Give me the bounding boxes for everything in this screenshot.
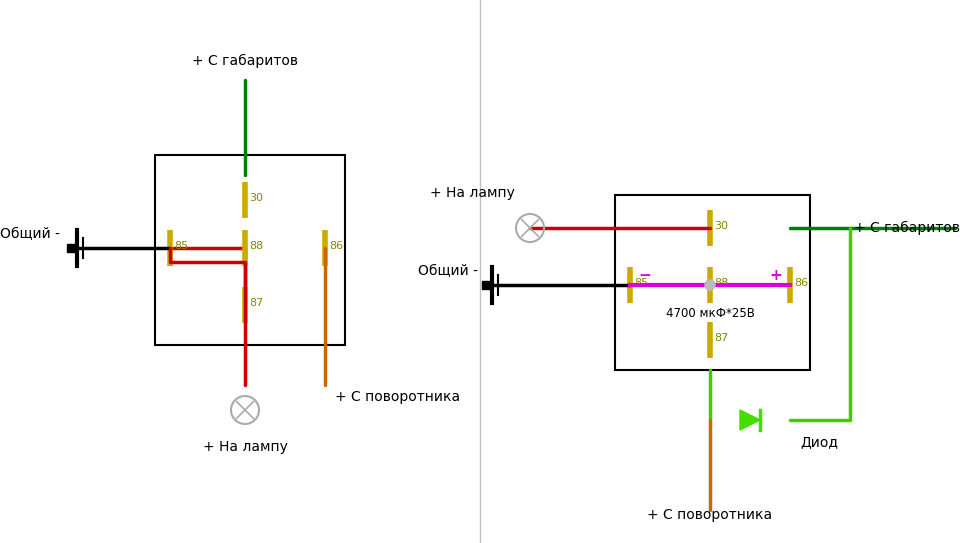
Text: + С поворотника: + С поворотника bbox=[335, 390, 460, 404]
Text: + На лампу: + На лампу bbox=[203, 440, 287, 454]
Text: 87: 87 bbox=[249, 298, 263, 308]
Text: 30: 30 bbox=[249, 193, 263, 203]
Text: Общий -: Общий - bbox=[0, 227, 60, 241]
Text: 86: 86 bbox=[329, 241, 343, 251]
Text: + С габаритов: + С габаритов bbox=[854, 221, 960, 235]
Text: Диод: Диод bbox=[800, 435, 838, 449]
Text: 87: 87 bbox=[714, 333, 729, 343]
Polygon shape bbox=[740, 410, 760, 430]
Text: 4700 мкФ*25В: 4700 мкФ*25В bbox=[665, 307, 755, 320]
Text: + На лампу: + На лампу bbox=[430, 186, 515, 200]
Text: +: + bbox=[769, 268, 782, 282]
Circle shape bbox=[705, 280, 715, 290]
Polygon shape bbox=[67, 244, 75, 252]
Text: 30: 30 bbox=[714, 221, 728, 231]
Text: −: − bbox=[638, 268, 651, 282]
Text: Общий -: Общий - bbox=[418, 264, 478, 278]
Text: 88: 88 bbox=[249, 241, 263, 251]
Text: + С габаритов: + С габаритов bbox=[192, 54, 298, 68]
Text: 88: 88 bbox=[714, 278, 729, 288]
Bar bbox=[615, 195, 810, 370]
Bar bbox=[155, 155, 345, 345]
Text: 86: 86 bbox=[794, 278, 808, 288]
Polygon shape bbox=[482, 281, 490, 289]
Text: 85: 85 bbox=[634, 278, 648, 288]
Text: 85: 85 bbox=[174, 241, 188, 251]
Text: + С поворотника: + С поворотника bbox=[647, 508, 773, 522]
